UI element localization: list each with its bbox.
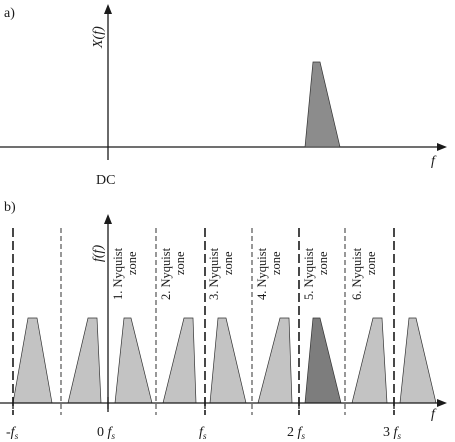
zone-label-3: 3. Nyquist bbox=[207, 247, 221, 300]
alias-image-2 bbox=[67, 317, 102, 404]
tick-zero: 0 fs bbox=[97, 425, 115, 442]
panel-a-ylabel: X(f) bbox=[91, 26, 106, 49]
tick-fs: fs bbox=[199, 425, 207, 442]
zone-label-1: 1. Nyquist bbox=[111, 247, 125, 300]
zone-label-2: 2. Nyquist bbox=[159, 247, 173, 300]
panel-b-x-arrow bbox=[437, 399, 447, 407]
zone-label-6: 6. Nyquist bbox=[350, 247, 364, 300]
tick-minus-fs: -fs bbox=[6, 425, 19, 442]
zone-labels: 1. Nyquist zone 2. Nyquist zone 3. Nyquist zo… bbox=[111, 247, 378, 300]
zone-label-3-word: zone bbox=[221, 251, 235, 275]
zone-label-4: 4. Nyquist bbox=[255, 247, 269, 300]
zone-label-5-word: zone bbox=[316, 251, 330, 275]
sampled-spectra bbox=[12, 317, 437, 404]
alias-image-1 bbox=[12, 317, 53, 404]
panel-a: a) X(f) f DC bbox=[0, 4, 447, 188]
zone-boundaries bbox=[12, 228, 395, 415]
zone-label-1-word: zone bbox=[125, 251, 139, 275]
zone-label-6-word: zone bbox=[364, 251, 378, 275]
tick-3fs: 3 fs bbox=[383, 425, 401, 442]
panel-b: b) f(f) f 1. Nyquist zone 2. Nyquist zone 3.… bbox=[0, 200, 447, 442]
panel-a-label: a) bbox=[4, 6, 15, 21]
panel-b-ylabel: f(f) bbox=[91, 245, 106, 262]
x-ticks bbox=[12, 397, 395, 409]
panel-a-x-arrow bbox=[437, 143, 447, 151]
x-tick-labels: -fs 0 fs fs 2 fs 3 fs bbox=[6, 425, 401, 442]
alias-image-6 bbox=[257, 317, 293, 404]
zone-label-5: 5. Nyquist bbox=[302, 247, 316, 300]
tick-2fs: 2 fs bbox=[287, 425, 305, 442]
zone-label-4-word: zone bbox=[269, 251, 283, 275]
panel-b-xlabel: f bbox=[431, 407, 437, 422]
panel-a-y-arrow bbox=[104, 4, 112, 14]
alias-image-3 bbox=[114, 317, 153, 404]
alias-image-9 bbox=[399, 317, 437, 404]
alias-image-4 bbox=[162, 317, 197, 404]
alias-image-8 bbox=[351, 317, 388, 404]
dc-label: DC bbox=[96, 173, 115, 188]
panel-a-xlabel: f bbox=[431, 154, 437, 169]
panel-b-y-arrow bbox=[104, 214, 112, 224]
original-band-image bbox=[304, 317, 342, 404]
input-spectrum bbox=[304, 61, 341, 148]
alias-image-5 bbox=[209, 317, 247, 404]
zone-label-2-word: zone bbox=[173, 251, 187, 275]
panel-b-label: b) bbox=[4, 200, 16, 215]
